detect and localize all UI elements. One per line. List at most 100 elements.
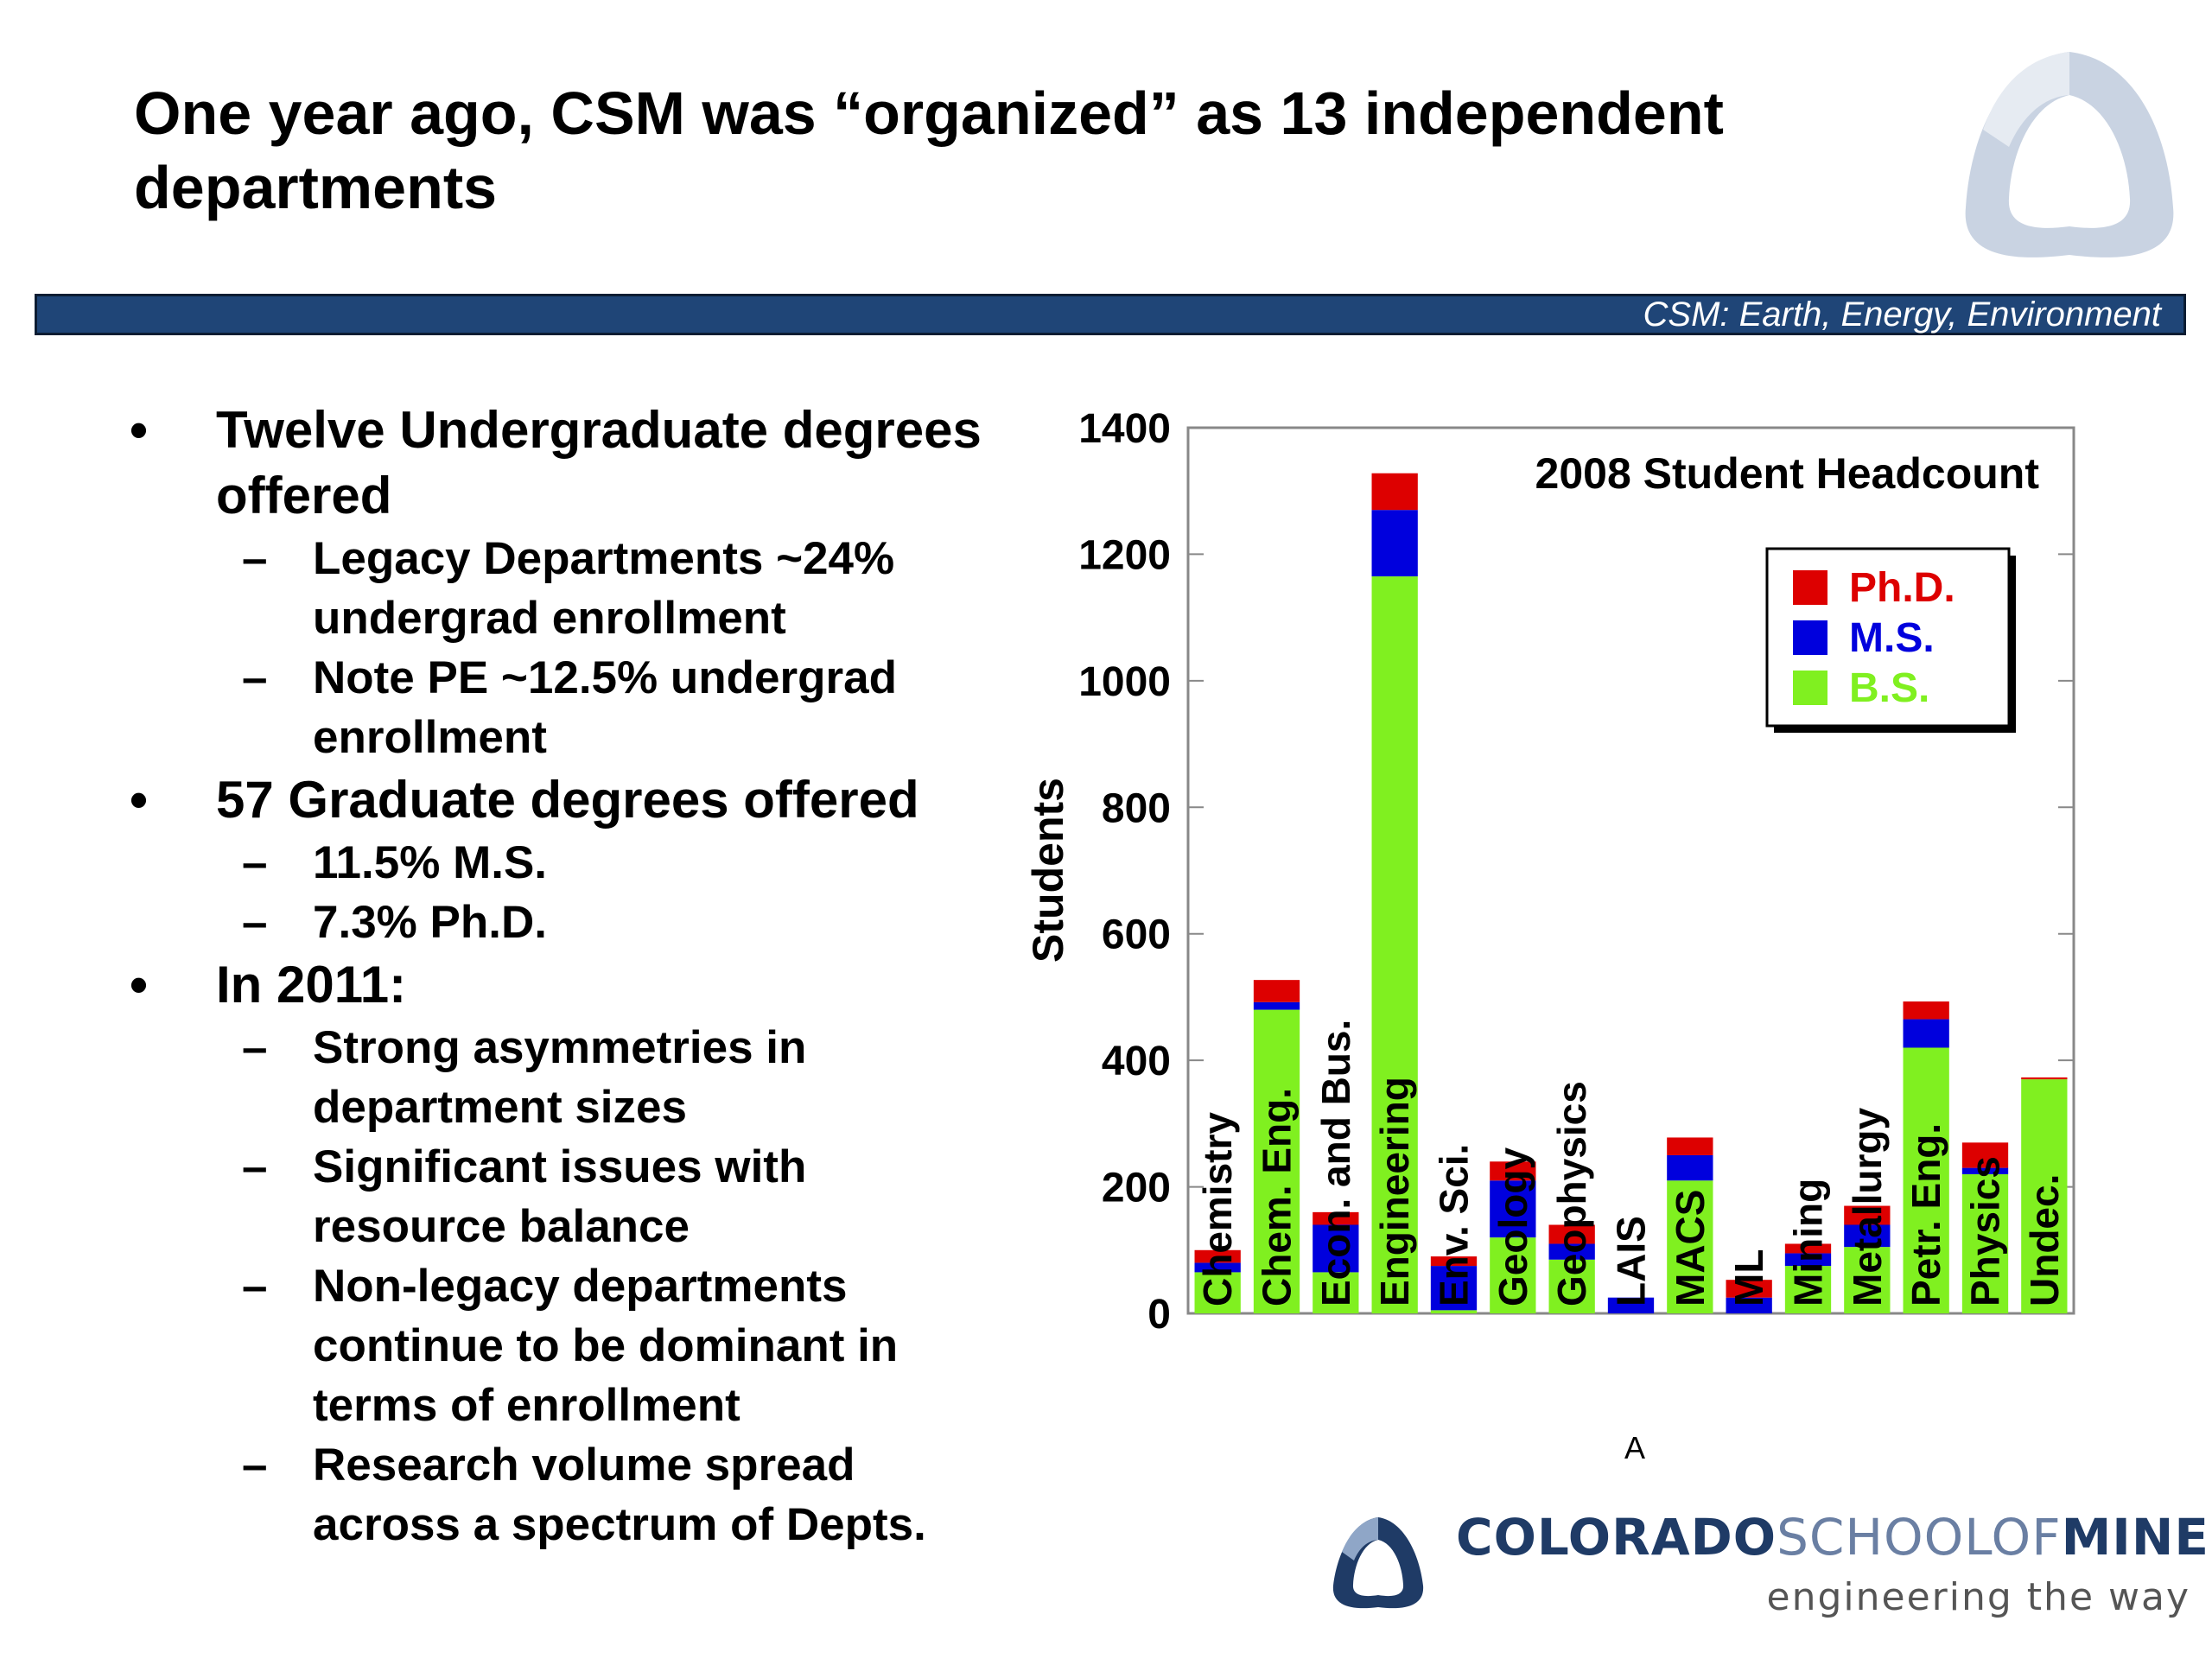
bar-segment [1667, 1180, 1713, 1313]
csm-triangle-logo-icon [1965, 52, 2174, 257]
sub-bullet-text: Legacy Departments ~24% undergrad enroll… [313, 533, 895, 644]
category-label: ML [1726, 1249, 1771, 1306]
bar-segment [2021, 1079, 2068, 1313]
banner-text: CSM: Earth, Energy, Environment [1643, 296, 2162, 334]
sub-bullet-list: –11.5% M.S. –7.3% Ph.D. [216, 833, 1011, 952]
y-tick-label: 600 [1102, 912, 1171, 958]
sub-bullet-item: –7.3% Ph.D. [242, 897, 547, 948]
category-labels: Chemistry Chem. Eng. Econ. and Bus. Enginee… [1195, 1020, 2067, 1306]
sub-bullet-item: – Non-legacy departments continue to be d… [242, 1261, 899, 1431]
bar-segment [1313, 1211, 1359, 1225]
legend-label: Ph.D. [1849, 565, 1955, 611]
y-ticks: 0 200 400 600 800 1000 1200 1400 [1078, 406, 2074, 1338]
figure-label: A [1624, 1430, 1646, 1465]
headcount-chart: 0 200 400 600 800 1000 1200 1400 Chemistry Chem.… [1024, 406, 2075, 1338]
bullet-text: In 2011: [216, 956, 407, 1014]
bar-segment [1784, 1266, 1832, 1313]
bar-segment [1784, 1243, 1832, 1254]
legend-swatch [1793, 620, 1827, 655]
category-label: Geology [1491, 1147, 1535, 1306]
bar-segment [1253, 1009, 1300, 1313]
banner-bar: CSM: Earth, Energy, Environment [35, 294, 2186, 335]
category-label: Env. Sci. [1432, 1144, 1477, 1306]
sub-bullet-list: – Legacy Departments ~24% undergrad enrol… [216, 529, 1011, 767]
sub-bullet-item: – Legacy Departments ~24% undergrad enrol… [242, 533, 895, 644]
bar-segment [1844, 1247, 1891, 1313]
sub-bullet-text: Strong asymmetries in department sizes [313, 1022, 807, 1133]
csm-triangle-logo-icon [1332, 1517, 1424, 1609]
bar-segment [1903, 1047, 1949, 1313]
y-tick-label: 0 [1147, 1292, 1171, 1338]
category-label: Chemistry [1195, 1112, 1240, 1306]
bar-segment [1667, 1154, 1713, 1181]
sub-bullet-text: Note PE ~12.5% undergrad enrollment [313, 652, 897, 763]
bar-segment [1371, 473, 1418, 511]
sub-bullet-list: – Strong asymmetries in department sizes … [216, 1018, 1011, 1554]
y-tick-label: 200 [1102, 1166, 1171, 1211]
bar-segment [1667, 1137, 1713, 1155]
bar-segment [1548, 1224, 1595, 1244]
bar-segment [1194, 1262, 1241, 1273]
legend: Ph.D.M.S.B.S. [1765, 547, 2016, 733]
y-tick-label: 1200 [1078, 532, 1171, 578]
bar-segment [1726, 1297, 1772, 1313]
bar-segment [2021, 1077, 2068, 1080]
sub-bullet-text: Significant issues with resource balance [313, 1141, 807, 1252]
category-label: Petr. Eng. [1904, 1123, 1948, 1306]
sub-bullet-item: – Note PE ~12.5% undergrad enrollment [242, 652, 897, 763]
bullet-item: • 57 Graduate degrees offered –11.5% M.S… [130, 767, 1011, 952]
bar-segment [1313, 1272, 1359, 1313]
legend-label: M.S. [1849, 615, 1935, 661]
legend-swatch [1793, 570, 1827, 605]
category-label: MACS [1668, 1190, 1713, 1306]
bar-segment [1961, 1142, 2009, 1168]
slide-title: One year ago, CSM was “organized” as 13 … [134, 79, 1724, 221]
bullet-text: 57 Graduate degrees offered [216, 771, 919, 829]
bar-segment [1490, 1161, 1536, 1181]
tagline: engineering the way [1766, 1575, 2190, 1619]
sub-bullet-item: – Significant issues with resource balanc… [242, 1141, 807, 1252]
y-axis-label: Students [1024, 778, 1072, 963]
legend-label: B.S. [1849, 665, 1929, 711]
category-label: Econ. and Bus. [1313, 1020, 1358, 1306]
bullet-item: • In 2011: – Strong asymmetries in depart… [130, 952, 1011, 1554]
bar-segment [1371, 510, 1418, 577]
bar-segment [1844, 1205, 1891, 1225]
bar-segment [1253, 980, 1300, 1002]
sub-bullet-text: 11.5% M.S. [313, 837, 548, 888]
bullet-list: • Twelve Undergraduate degrees offered –… [130, 397, 1011, 1554]
category-label: Engineering [1372, 1077, 1417, 1306]
category-label: LAIS [1609, 1216, 1654, 1306]
sub-bullet-item: – Research volume spread across a spectru… [242, 1440, 926, 1550]
bar-segment [1961, 1173, 2009, 1313]
bar-segment [1313, 1224, 1359, 1273]
y-tick-label: 1000 [1078, 659, 1171, 705]
bar-segment [1253, 1001, 1300, 1010]
bar-segment [1194, 1272, 1241, 1313]
bar-segment [1726, 1280, 1772, 1298]
footer-logo: COLORADOSCHOOLOFMINES engineering the wa… [1326, 1508, 2212, 1629]
bar-segment [1844, 1224, 1891, 1248]
bar-segment [1548, 1243, 1595, 1260]
category-label: Undec. [2022, 1174, 2067, 1306]
sub-bullet-item: –11.5% M.S. [242, 837, 548, 888]
chart-title: 2008 Student Headcount [1535, 449, 2040, 498]
category-label: Physics [1963, 1156, 2008, 1306]
legend-swatch [1793, 671, 1827, 705]
bars [1194, 473, 2068, 1313]
bar-segment [1194, 1249, 1241, 1263]
bar-segment [1430, 1256, 1478, 1267]
bar-segment [1548, 1259, 1595, 1313]
bar-segment [1903, 1001, 1949, 1020]
wordmark: COLORADOSCHOOLOFMINES [1456, 1508, 2212, 1567]
bar-segment [1903, 1019, 1949, 1048]
y-tick-label: 800 [1102, 785, 1171, 831]
category-label: Geophysics [1549, 1081, 1594, 1306]
bullet-item: • Twelve Undergraduate degrees offered –… [130, 397, 1011, 767]
bar-segment [1430, 1310, 1478, 1313]
bar-segment [1430, 1266, 1478, 1311]
category-label: Chem. Eng. [1255, 1088, 1300, 1306]
bar-segment [1371, 576, 1418, 1313]
bar-segment [1961, 1167, 2009, 1174]
bar-segment [1784, 1253, 1832, 1267]
